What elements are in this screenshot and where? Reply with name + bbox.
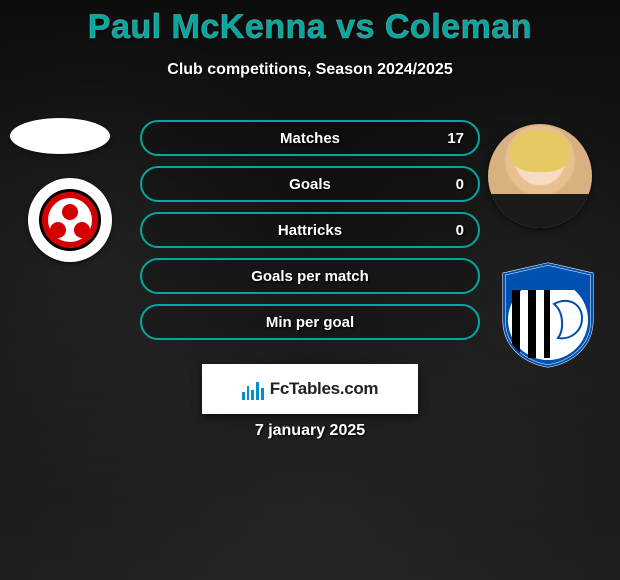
comparison-card: Paul McKenna vs Coleman Club competition… — [0, 0, 620, 580]
stat-right-value: 0 — [456, 168, 464, 200]
stat-right-value: 0 — [456, 214, 464, 246]
fctables-watermark: FcTables.com — [202, 364, 418, 414]
gillingham-badge-icon — [498, 260, 598, 368]
stat-row: Goals per match — [140, 258, 480, 294]
fctables-text: FcTables.com — [270, 379, 379, 399]
stat-row: Hattricks 0 — [140, 212, 480, 248]
page-title: Paul McKenna vs Coleman — [0, 8, 620, 47]
stat-row: Goals 0 — [140, 166, 480, 202]
stat-row: Min per goal — [140, 304, 480, 340]
player-avatar-left — [10, 118, 110, 154]
stat-label: Goals per match — [251, 268, 369, 285]
club-badge-right — [498, 260, 598, 368]
stat-label: Min per goal — [266, 314, 354, 331]
date-label: 7 january 2025 — [0, 422, 620, 440]
subtitle: Club competitions, Season 2024/2025 — [0, 61, 620, 79]
stat-label: Matches — [280, 130, 340, 147]
club-badge-left — [28, 178, 112, 262]
stat-row: Matches 17 — [140, 120, 480, 156]
stat-label: Goals — [289, 176, 331, 193]
fleetwood-badge-icon — [39, 189, 101, 251]
stats-table: Matches 17 Goals 0 Hattricks 0 Goals per… — [140, 120, 480, 350]
stat-right-value: 17 — [447, 122, 464, 154]
player-avatar-right — [488, 124, 592, 228]
fctables-logo-icon — [242, 378, 264, 400]
stat-label: Hattricks — [278, 222, 342, 239]
